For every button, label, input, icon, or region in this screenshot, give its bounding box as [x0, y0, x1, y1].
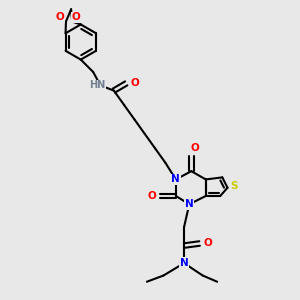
- Text: O: O: [190, 143, 199, 154]
- Text: N: N: [180, 258, 188, 268]
- Text: S: S: [230, 181, 237, 190]
- Text: O: O: [130, 78, 139, 88]
- Text: O: O: [148, 191, 156, 201]
- Text: HN: HN: [89, 80, 105, 90]
- Text: O: O: [72, 13, 81, 22]
- Text: O: O: [203, 238, 212, 248]
- Text: N: N: [172, 174, 180, 184]
- Text: N: N: [185, 199, 194, 209]
- Text: O: O: [56, 13, 64, 22]
